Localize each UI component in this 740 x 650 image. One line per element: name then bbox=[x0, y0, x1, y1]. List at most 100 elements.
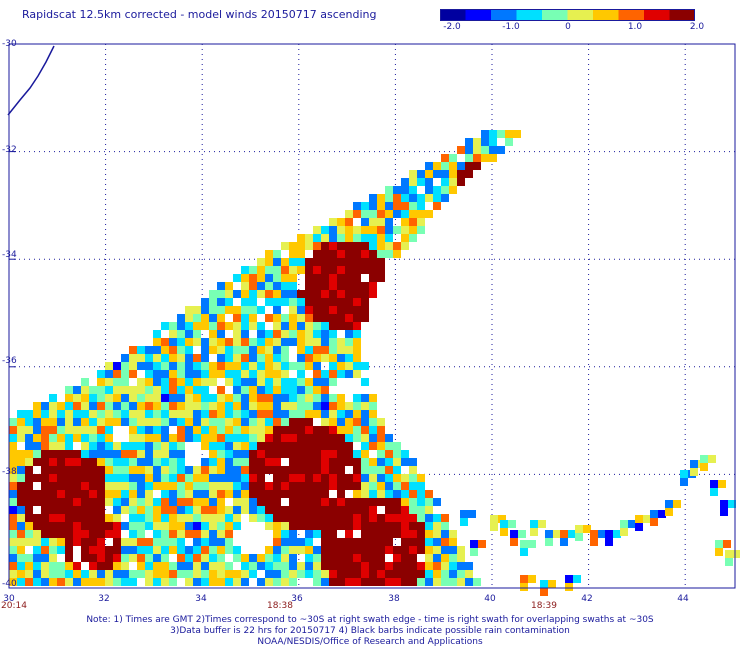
wind-diff-cell bbox=[297, 498, 305, 506]
wind-diff-cell bbox=[193, 466, 201, 474]
wind-diff-cell bbox=[153, 522, 161, 530]
wind-diff-cell bbox=[233, 466, 241, 474]
wind-diff-cell bbox=[17, 578, 25, 586]
wind-diff-cell bbox=[353, 338, 361, 346]
wind-diff-cell bbox=[425, 554, 433, 562]
wind-diff-cell bbox=[161, 458, 169, 466]
wind-diff-cell bbox=[613, 530, 621, 538]
wind-diff-cell bbox=[209, 346, 217, 354]
wind-diff-cell bbox=[225, 482, 233, 490]
wind-diff-cell bbox=[153, 394, 161, 402]
wind-diff-cell bbox=[401, 530, 409, 538]
wind-diff-cell bbox=[89, 458, 97, 466]
wind-diff-cell bbox=[281, 402, 289, 410]
wind-diff-cell bbox=[329, 514, 337, 522]
wind-diff-cell bbox=[481, 138, 489, 146]
wind-diff-cell bbox=[385, 194, 393, 202]
wind-diff-cell bbox=[81, 442, 89, 450]
wind-diff-cell bbox=[273, 402, 281, 410]
wind-diff-cell bbox=[409, 570, 417, 578]
wind-diff-cell bbox=[313, 554, 321, 562]
wind-diff-cell bbox=[129, 458, 137, 466]
wind-diff-cell bbox=[73, 434, 81, 442]
wind-diff-cell bbox=[217, 354, 225, 362]
wind-diff-cell bbox=[169, 442, 177, 450]
wind-diff-cell bbox=[257, 498, 265, 506]
wind-diff-cell bbox=[225, 562, 233, 570]
wind-diff-cell bbox=[353, 570, 361, 578]
wind-diff-cell bbox=[297, 306, 305, 314]
wind-diff-cell bbox=[185, 346, 193, 354]
wind-diff-cell bbox=[321, 258, 329, 266]
wind-diff-cell bbox=[65, 522, 73, 530]
wind-diff-cell bbox=[241, 426, 249, 434]
wind-diff-cell bbox=[281, 274, 289, 282]
wind-diff-cell bbox=[153, 450, 161, 458]
wind-diff-cell bbox=[233, 274, 241, 282]
wind-diff-cell bbox=[281, 578, 289, 586]
wind-diff-cell bbox=[193, 354, 201, 362]
wind-diff-cell bbox=[297, 370, 305, 378]
lon-label-34: 34 bbox=[195, 594, 207, 604]
wind-diff-cell bbox=[385, 242, 393, 250]
wind-diff-cell bbox=[201, 354, 209, 362]
wind-diff-cell bbox=[313, 274, 321, 282]
wind-diff-cell bbox=[177, 514, 185, 522]
wind-diff-cell bbox=[385, 546, 393, 554]
wind-diff-cell bbox=[465, 138, 473, 146]
wind-diff-cell bbox=[201, 362, 209, 370]
wind-diff-cell bbox=[528, 575, 536, 583]
wind-diff-cell bbox=[257, 426, 265, 434]
wind-diff-cell bbox=[97, 562, 105, 570]
wind-diff-cell bbox=[225, 490, 233, 498]
wind-diff-cell bbox=[449, 154, 457, 162]
wind-diff-cell bbox=[185, 402, 193, 410]
wind-diff-cell bbox=[41, 434, 49, 442]
wind-diff-cell bbox=[508, 520, 516, 528]
wind-diff-cell bbox=[409, 546, 417, 554]
wind-diff-cell bbox=[353, 490, 361, 498]
wind-diff-cell bbox=[329, 498, 337, 506]
wind-diff-cell bbox=[25, 514, 33, 522]
wind-diff-cell bbox=[177, 394, 185, 402]
wind-diff-cell bbox=[273, 370, 281, 378]
wind-diff-cell bbox=[273, 250, 281, 258]
wind-diff-cell bbox=[121, 450, 129, 458]
wind-diff-cell bbox=[121, 482, 129, 490]
wind-diff-cell bbox=[321, 386, 329, 394]
wind-diff-cell bbox=[249, 290, 257, 298]
wind-diff-cell bbox=[49, 466, 57, 474]
lon-label-32: 32 bbox=[98, 594, 110, 604]
wind-diff-cell bbox=[201, 570, 209, 578]
wind-diff-cell bbox=[153, 418, 161, 426]
wind-diff-cell bbox=[17, 498, 25, 506]
wind-diff-cell bbox=[89, 434, 97, 442]
wind-diff-cell bbox=[73, 530, 81, 538]
wind-diff-cell bbox=[385, 474, 393, 482]
wind-diff-cell bbox=[548, 580, 556, 588]
wind-diff-cell bbox=[105, 458, 113, 466]
wind-diff-cell bbox=[249, 426, 257, 434]
wind-diff-cell bbox=[217, 306, 225, 314]
wind-diff-cell bbox=[505, 138, 513, 146]
wind-diff-cell bbox=[217, 410, 225, 418]
wind-diff-cell bbox=[433, 498, 441, 506]
wind-diff-cell bbox=[353, 370, 361, 378]
wind-diff-cell bbox=[113, 362, 121, 370]
colorbar-segment bbox=[669, 9, 695, 21]
wind-diff-cell bbox=[401, 218, 409, 226]
wind-diff-cell bbox=[185, 410, 193, 418]
wind-diff-cell bbox=[313, 346, 321, 354]
colorbar-segment bbox=[593, 9, 619, 21]
wind-diff-cell bbox=[97, 546, 105, 554]
wind-diff-cell bbox=[217, 554, 225, 562]
wind-diff-cell bbox=[217, 570, 225, 578]
wind-diff-cell bbox=[545, 530, 553, 538]
time-label-right: 18:39 bbox=[531, 601, 557, 611]
wind-diff-cell bbox=[257, 490, 265, 498]
wind-diff-cell bbox=[249, 570, 257, 578]
wind-diff-cell bbox=[321, 314, 329, 322]
wind-diff-cell bbox=[153, 498, 161, 506]
wind-diff-cell bbox=[161, 514, 169, 522]
wind-diff-cell bbox=[161, 338, 169, 346]
